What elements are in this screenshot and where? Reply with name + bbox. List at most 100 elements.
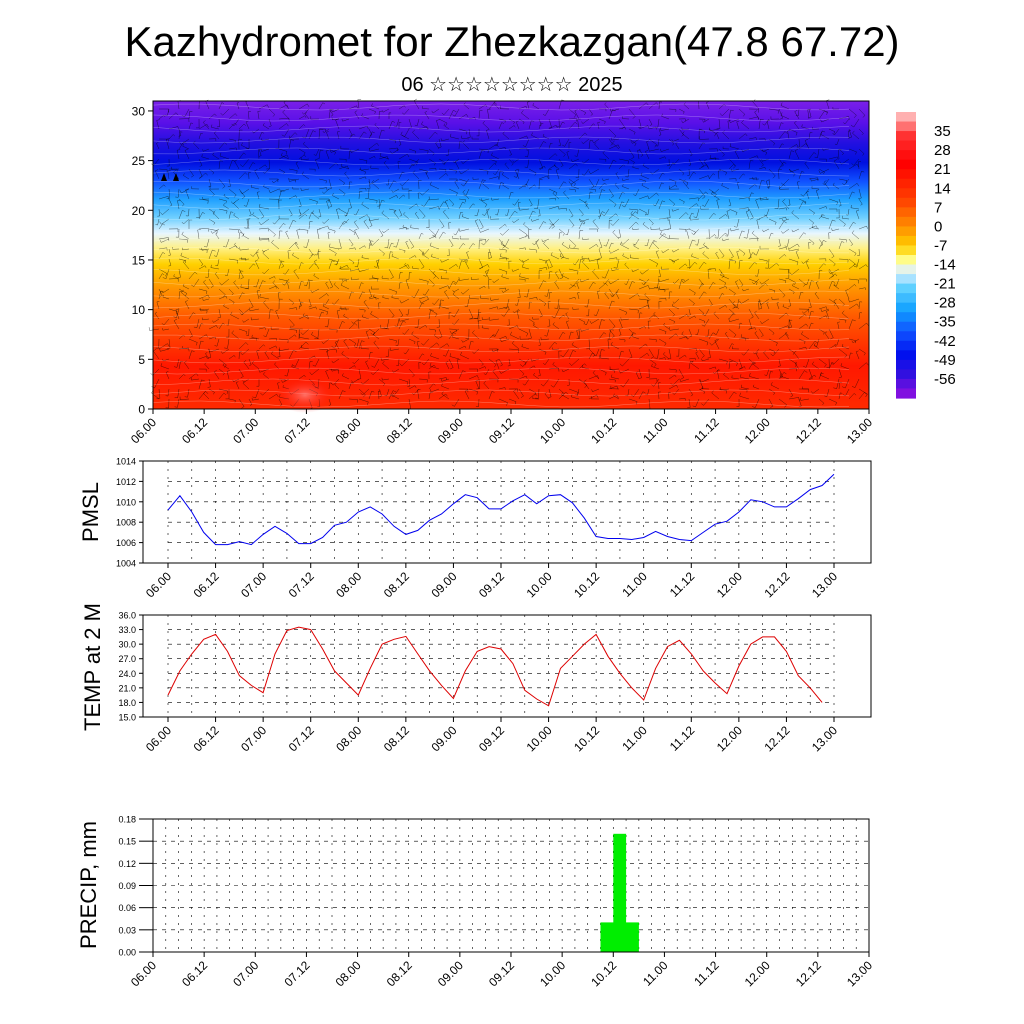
cross-section-ytick-label: 15 (132, 253, 146, 267)
pennant-marker (161, 173, 167, 181)
pmsl-ylabel: PMSL (78, 482, 103, 542)
colorbar-swatch (896, 226, 916, 237)
precip-ytick-label: 0.00 (118, 948, 136, 958)
pmsl-xtick-label: 09.00 (428, 569, 459, 600)
temp-xtick-label: 10.00 (524, 723, 555, 754)
cross-section-y-axis: 0 5 10 15 20 25 30 (132, 104, 153, 417)
cross-section-ytick-label: 10 (132, 303, 146, 317)
pmsl-xtick-label: 13.00 (809, 569, 840, 600)
cross-section-xtick-label: 12.12 (793, 415, 824, 446)
colorbar-swatch (896, 293, 916, 304)
pmsl-xtick-label: 07.00 (238, 569, 269, 600)
temp-x-axis: 06.00 06.12 07.00 07.12 08.00 08.12 09.00 09.12… (143, 717, 840, 754)
cross-section-ytick-label: 0 (138, 403, 145, 417)
colorbar-swatch (896, 216, 916, 227)
colorbar-swatch (896, 378, 916, 390)
cross-section-xtick-label: 10.12 (588, 415, 619, 446)
pmsl-xtick-label: 09.12 (476, 569, 507, 600)
cross-section-xtick-label: 11.00 (640, 415, 671, 446)
temp-xtick-label: 11.00 (619, 723, 650, 754)
precip-ytick-label: 0.12 (118, 859, 136, 869)
pmsl-ytick-label: 1010 (116, 497, 136, 507)
colorbar-label: -28 (934, 295, 956, 312)
precip-panel: 0.180.150.120.090.060.030.00 06.00 06.12 0… (76, 815, 875, 990)
pmsl-xtick-label: 08.00 (333, 569, 364, 600)
cross-section-ytick-label: 20 (132, 204, 146, 218)
cross-section-xtick-label: 10.00 (537, 415, 568, 446)
wind-barbs-layer (148, 98, 869, 413)
pmsl-xtick-label: 12.00 (714, 569, 745, 600)
colorbar-swatch (896, 207, 916, 218)
temp-ylabel: TEMP at 2 M (80, 603, 105, 731)
temp-xtick-label: 12.12 (761, 723, 792, 754)
temp-xtick-label: 09.12 (476, 723, 507, 754)
precip-ytick-label: 0.15 (118, 837, 136, 847)
cross-section-ytick-label: 25 (132, 154, 146, 168)
colorbar-swatch (896, 255, 916, 266)
precip-xtick-label: 07.12 (281, 958, 312, 989)
colorbar-swatch (896, 159, 916, 170)
colorbar-label: 21 (934, 161, 951, 178)
pmsl-ytick-label: 1012 (116, 477, 136, 487)
colorbar-swatch (896, 388, 916, 399)
temp-line (167, 626, 823, 707)
colorbar-swatch (896, 140, 916, 151)
temp-xtick-label: 08.00 (333, 723, 364, 754)
pmsl-ytick-label: 1008 (116, 518, 136, 528)
colorbar-swatch (896, 264, 916, 275)
colorbar-swatch (896, 283, 916, 294)
colorbar-swatch (896, 150, 916, 161)
precip-xtick-label: 11.12 (691, 958, 722, 989)
pmsl-y-axis: 1014 1012 1010 1008 1006 1004 (116, 457, 143, 569)
precip-ytick-label: 0.18 (118, 815, 136, 825)
colorbar-swatch (896, 302, 916, 313)
colorbar-swatch (896, 188, 916, 199)
colorbar-label: -21 (934, 276, 956, 293)
colorbar-swatch (896, 350, 916, 361)
precip-xtick-label: 12.00 (742, 958, 773, 989)
precip-ytick-label: 0.09 (118, 881, 136, 891)
precip-ytick-label: 0.03 (118, 925, 136, 935)
temp-panel: 36.033.030.027.024.021.018.015.0 06.00 06… (80, 603, 872, 754)
wind-barbs (148, 98, 869, 410)
pmsl-xtick-label: 07.12 (286, 569, 317, 600)
pmsl-ytick-label: 1004 (116, 559, 136, 569)
temp-ytick-label: 30.0 (118, 640, 136, 650)
cross-section-xtick-label: 11.12 (691, 415, 722, 446)
pmsl-panel: 1014 1012 1010 1008 1006 1004 06.00 06.12 07.00… (78, 457, 872, 600)
precip-xtick-label: 12.12 (793, 958, 824, 989)
pmsl-xtick-label: 10.12 (571, 569, 602, 600)
temp-xtick-label: 11.12 (667, 723, 698, 754)
precip-xtick-label: 08.00 (333, 958, 364, 989)
precip-xtick-label: 13.00 (844, 958, 875, 989)
colorbar-swatch (896, 178, 916, 189)
precip-xtick-label: 10.00 (537, 958, 568, 989)
cross-section-field (153, 101, 869, 409)
pmsl-xtick-label: 10.00 (524, 569, 555, 600)
pmsl-xtick-label: 06.00 (143, 569, 174, 600)
temp-xtick-label: 13.00 (809, 723, 840, 754)
temp-ytick-label: 18.0 (118, 698, 136, 708)
colorbar-swatch (896, 331, 916, 342)
colorbar-swatch (896, 369, 916, 380)
temp-xtick-label: 07.12 (286, 723, 317, 754)
precip-ylabel: PRECIP, mm (76, 821, 101, 949)
temp-ytick-label: 24.0 (118, 669, 136, 679)
precip-xtick-label: 08.12 (384, 958, 415, 989)
colorbar-swatch (896, 169, 916, 180)
precip-y-axis: 0.18 0.15 0.12 0.09 0.06 0.03 0.00 (118, 815, 153, 958)
cross-section-ytick-label: 5 (138, 353, 145, 367)
cross-section-xtick-label: 09.12 (486, 415, 517, 446)
temp-ytick-label: 15.0 (118, 713, 136, 723)
temp-ytick-label: 36.0 (118, 611, 136, 621)
cross-section-xtick-label: 06.12 (179, 415, 210, 446)
precip-xtick-label: 06.00 (128, 958, 159, 989)
colorbar-swatch (896, 197, 916, 208)
pennant-marker (173, 173, 179, 181)
pmsl-line (167, 473, 835, 546)
isotherm-contours (152, 103, 850, 408)
colorbar-swatch (896, 121, 916, 132)
precip-x-axis: 06.00 06.12 07.00 07.12 08.00 08.12 09.00 09.12… (128, 952, 875, 989)
colorbar-label: -42 (934, 333, 956, 350)
